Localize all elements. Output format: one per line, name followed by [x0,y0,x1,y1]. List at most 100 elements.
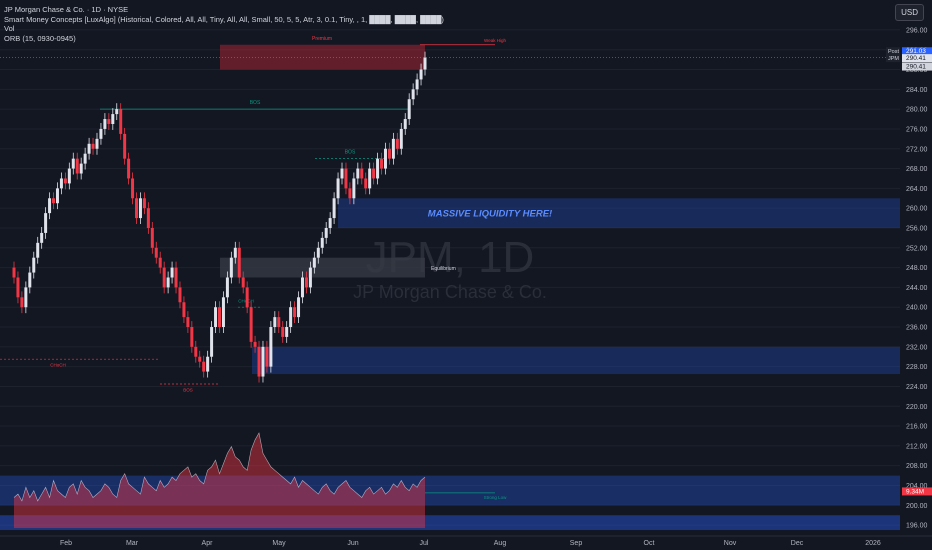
time-tick-label: Jun [347,540,358,547]
bos-low-label: BOS [183,387,193,392]
candle-body [79,163,83,174]
candle-body [182,302,186,318]
price-tick-label: 252.00 [906,245,928,252]
candle-body [135,198,139,219]
candle-body [131,178,135,199]
time-tick-label: Mar [126,540,139,547]
last-price-value: 290.41 [906,64,926,71]
candle-body [356,168,360,179]
candle-body [297,297,301,318]
candle-body [391,138,395,159]
indicator-smc: Smart Money Concepts [LuxAlgo] (Historic… [4,14,444,24]
candle-body [103,119,107,129]
candle-body [332,198,336,219]
candle-body [75,158,79,174]
price-tick-label: 240.00 [906,305,928,312]
jpm-price-bg [902,54,932,63]
candle-body [36,242,40,258]
bos-label-mid: BOS [345,150,356,156]
premium-zone [220,44,425,70]
demand-zone [252,346,900,375]
candle-body [162,267,166,288]
candle-body [403,119,407,129]
currency-button[interactable]: USD [895,4,924,21]
time-tick-label: Apr [202,540,214,547]
candle-body [55,188,59,204]
candle-body [229,257,233,278]
candle-body [107,119,111,124]
post-tag-label: Post [888,49,899,55]
candle-body [285,327,289,337]
candle-body [186,317,190,328]
candle-body [48,198,52,214]
candle-body [16,277,20,298]
candle-body [372,168,376,179]
candle-body [115,109,119,115]
candle-body [257,346,261,377]
indicator-orb: ORB (15, 0930-0945) [4,33,76,43]
last-price-bg [902,62,932,71]
candle-body [273,317,277,328]
candle-body [123,133,127,159]
time-tick-label: Sep [570,540,583,547]
price-tick-label: 296.00 [906,27,928,34]
candle-body [170,267,174,278]
candle-body [20,297,24,308]
time-tick-label: Aug [494,540,507,547]
price-tick-label: 216.00 [906,424,928,431]
post-tag-bg [886,47,900,56]
candle-body [269,327,273,367]
strong-low-label: Strong Low [484,495,508,500]
price-tick-label: 264.00 [906,186,928,193]
premium-label: Premium [312,36,332,42]
candle-body [360,168,364,179]
weak-high-label: Weak High [484,38,506,43]
candle-body [380,158,384,169]
candle-body [340,168,344,179]
time-tick-label: Dec [791,540,804,547]
candle-body [52,198,56,204]
candle-body [387,148,391,159]
price-tick-label: 284.00 [906,87,928,94]
jpm-price-value: 290.41 [906,55,926,62]
candle-body [328,218,332,228]
price-tick-label: 256.00 [906,225,928,232]
candle-body [210,327,214,357]
liquidity-label: MASSIVE LIQUIDITY HERE! [428,209,552,220]
jpm-tag-bg [886,54,900,63]
candle-body [142,198,146,209]
candle-body [344,168,348,189]
price-tick-label: 228.00 [906,364,928,371]
choch-low-label: CHoCH [50,363,66,368]
candle-body [194,346,198,357]
candle-body [32,257,36,273]
candle-body [261,346,265,377]
candle-body [91,143,95,149]
candle-body [12,267,16,278]
candle-body [423,57,427,70]
candle-body [281,327,285,337]
candle-body [138,198,142,219]
price-tick-label: 276.00 [906,126,928,133]
candle-body [221,297,225,328]
candle-body [348,188,352,199]
candle-body [146,208,150,228]
candle-body [289,307,293,328]
jpm-tag-label: JPM [888,56,899,62]
watermark-name: JP Morgan Chase & Co. [353,282,547,302]
price-tick-label: 248.00 [906,265,928,272]
candle-body [174,267,178,288]
candle-body [154,247,158,258]
candle-body [237,247,241,278]
candle-body [214,307,218,328]
candle-body [407,99,411,120]
candle-body [206,356,210,372]
candle-body [28,272,32,288]
candle-body [95,138,99,149]
candle-body [67,168,71,184]
time-tick-label: Feb [60,540,72,547]
price-tick-label: 280.00 [906,107,928,114]
equilibrium-zone [220,257,425,278]
candle-body [83,153,87,164]
